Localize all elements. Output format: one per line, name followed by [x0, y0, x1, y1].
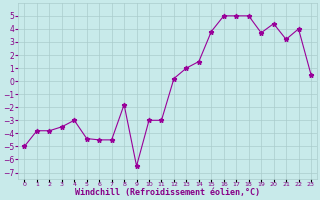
X-axis label: Windchill (Refroidissement éolien,°C): Windchill (Refroidissement éolien,°C)	[75, 188, 260, 197]
